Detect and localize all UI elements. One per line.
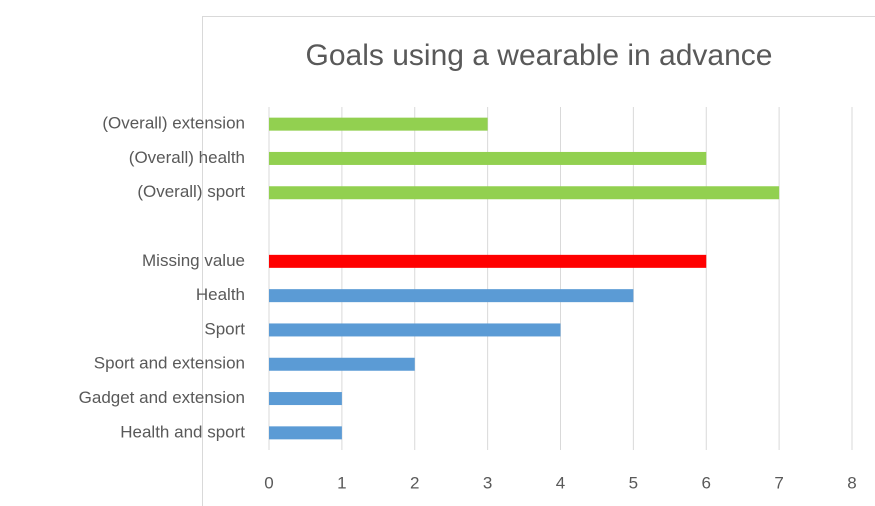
bar xyxy=(269,186,780,200)
x-tick-label: 2 xyxy=(410,473,419,492)
y-tick-label: Gadget and extension xyxy=(79,388,245,407)
bar xyxy=(269,357,415,371)
y-tick-label: (Overall) sport xyxy=(137,182,245,201)
y-tick-label: Sport xyxy=(204,319,245,338)
x-tick-label: 0 xyxy=(264,473,273,492)
y-tick-label: Sport and extension xyxy=(94,354,245,373)
y-tick-label: (Overall) extension xyxy=(102,114,245,133)
x-tick-label: 5 xyxy=(629,473,638,492)
bar xyxy=(269,254,707,268)
bar xyxy=(269,323,561,337)
y-tick-label: (Overall) health xyxy=(129,148,245,167)
x-tick-label: 1 xyxy=(337,473,346,492)
chart-title: Goals using a wearable in advance xyxy=(306,39,773,72)
x-tick-label: 7 xyxy=(774,473,783,492)
x-tick-label: 6 xyxy=(702,473,711,492)
y-tick-label: Health xyxy=(196,285,245,304)
y-tick-label: Health and sport xyxy=(120,422,245,441)
x-tick-label: 3 xyxy=(483,473,492,492)
bar xyxy=(269,392,342,406)
y-tick-label: Missing value xyxy=(142,251,245,270)
x-tick-label: 8 xyxy=(847,473,856,492)
bar xyxy=(269,289,634,303)
bar xyxy=(269,117,488,131)
bar xyxy=(269,426,342,440)
x-tick-label: 4 xyxy=(556,473,565,492)
bar xyxy=(269,151,707,165)
